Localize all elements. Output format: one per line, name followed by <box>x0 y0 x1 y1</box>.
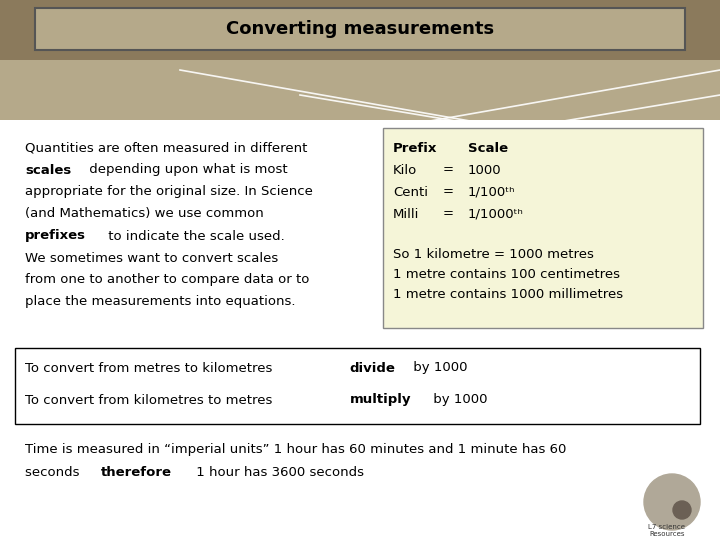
Text: We sometimes want to convert scales: We sometimes want to convert scales <box>25 252 278 265</box>
Text: To convert from kilometres to metres: To convert from kilometres to metres <box>25 394 276 407</box>
Text: 1/100ᵗʰ: 1/100ᵗʰ <box>468 186 516 199</box>
Text: =: = <box>443 186 454 199</box>
FancyBboxPatch shape <box>35 8 685 50</box>
Text: appropriate for the original size. In Science: appropriate for the original size. In Sc… <box>25 186 313 199</box>
Text: by 1000: by 1000 <box>409 361 467 375</box>
Text: Scale: Scale <box>468 141 508 154</box>
Text: seconds: seconds <box>25 465 84 478</box>
Text: So 1 kilometre = 1000 metres: So 1 kilometre = 1000 metres <box>393 247 594 260</box>
Text: Kilo: Kilo <box>393 164 418 177</box>
Text: Quantities are often measured in different: Quantities are often measured in differe… <box>25 141 307 154</box>
Text: Prefix: Prefix <box>393 141 437 154</box>
Polygon shape <box>0 100 720 165</box>
Text: divide: divide <box>350 361 395 375</box>
Text: scales: scales <box>25 164 71 177</box>
Text: by 1000: by 1000 <box>429 394 487 407</box>
Text: Milli: Milli <box>393 207 419 220</box>
Text: Time is measured in “imperial units” 1 hour has 60 minutes and 1 minute has 60: Time is measured in “imperial units” 1 h… <box>25 443 567 456</box>
Text: Converting measurements: Converting measurements <box>226 20 494 38</box>
Text: multiply: multiply <box>350 394 411 407</box>
Text: depending upon what is most: depending upon what is most <box>85 164 287 177</box>
Text: 1 metre contains 1000 millimetres: 1 metre contains 1000 millimetres <box>393 287 623 300</box>
Text: from one to another to compare data or to: from one to another to compare data or t… <box>25 273 310 287</box>
Text: Centi: Centi <box>393 186 428 199</box>
Polygon shape <box>0 60 720 165</box>
Text: =: = <box>443 207 454 220</box>
Text: 1 metre contains 100 centimetres: 1 metre contains 100 centimetres <box>393 267 620 280</box>
Text: to indicate the scale used.: to indicate the scale used. <box>104 230 284 242</box>
Circle shape <box>644 474 700 530</box>
Text: (and Mathematics) we use common: (and Mathematics) we use common <box>25 207 264 220</box>
Text: L7 science
Resources: L7 science Resources <box>649 524 685 537</box>
FancyBboxPatch shape <box>383 128 703 328</box>
Text: place the measurements into equations.: place the measurements into equations. <box>25 295 295 308</box>
Text: 1000: 1000 <box>468 164 502 177</box>
Text: =: = <box>443 164 454 177</box>
Text: 1 hour has 3600 seconds: 1 hour has 3600 seconds <box>192 465 364 478</box>
Text: therefore: therefore <box>101 465 172 478</box>
FancyBboxPatch shape <box>0 120 720 540</box>
Text: To convert from metres to kilometres: To convert from metres to kilometres <box>25 361 276 375</box>
FancyBboxPatch shape <box>0 0 720 165</box>
Circle shape <box>673 501 691 519</box>
Text: prefixes: prefixes <box>25 230 86 242</box>
Text: 1/1000ᵗʰ: 1/1000ᵗʰ <box>468 207 524 220</box>
FancyBboxPatch shape <box>15 348 700 424</box>
